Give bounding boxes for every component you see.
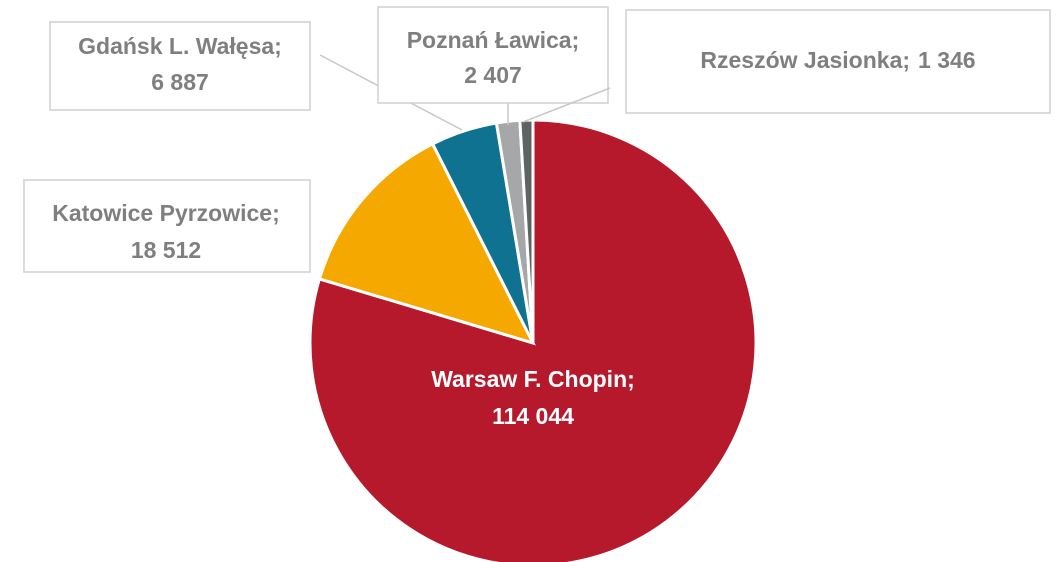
data-label: Warsaw F. Chopin;: [431, 366, 635, 392]
data-label: 18 512: [131, 237, 201, 263]
label-part: Poznań Ławica: [407, 27, 572, 53]
label-part: Warsaw F. Chopin: [431, 366, 627, 392]
label-part: ;: [274, 33, 282, 59]
data-label: Poznań Ławica;: [407, 27, 580, 53]
pie-slice: [308, 118, 758, 562]
label-box: [377, 6, 609, 104]
label-part: Katowice Pyrzowice: [52, 200, 272, 226]
data-label: Rzeszów Jasionka; 1 346: [700, 47, 975, 73]
label-part: 6 887: [151, 69, 209, 95]
label-box: [23, 179, 311, 273]
label-box: [49, 21, 311, 111]
label-part: 18 512: [131, 237, 201, 263]
label-part: ;: [272, 200, 280, 226]
label-part: ;: [627, 366, 635, 392]
label-part: 2 407: [464, 62, 522, 88]
label-part: 114 044: [492, 403, 574, 429]
pie-slice: [317, 141, 536, 346]
label-part: 1 346: [918, 47, 976, 73]
data-label: 114 044: [492, 403, 574, 429]
data-label: Katowice Pyrzowice;: [52, 200, 280, 226]
data-label: 2 407: [464, 62, 522, 88]
label-part: ;: [902, 47, 910, 73]
leader-line: [522, 87, 611, 123]
data-label: 6 887: [151, 69, 209, 95]
label-part: Rzeszów Jasionka: [700, 47, 902, 73]
label-part: Gdańsk L. Wałęsa: [78, 33, 274, 59]
data-label: Gdańsk L. Wałęsa;: [78, 33, 282, 59]
label-part: ;: [572, 27, 580, 53]
label-box: [625, 9, 1051, 114]
